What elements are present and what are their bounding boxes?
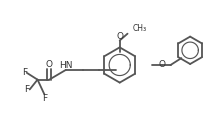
Text: F: F: [24, 85, 30, 94]
Text: O: O: [46, 60, 53, 69]
Text: F: F: [42, 94, 47, 103]
Text: F: F: [22, 68, 27, 77]
Text: HN: HN: [59, 61, 73, 70]
Text: CH₃: CH₃: [132, 24, 147, 33]
Text: O: O: [158, 60, 165, 70]
Text: O: O: [116, 31, 123, 41]
